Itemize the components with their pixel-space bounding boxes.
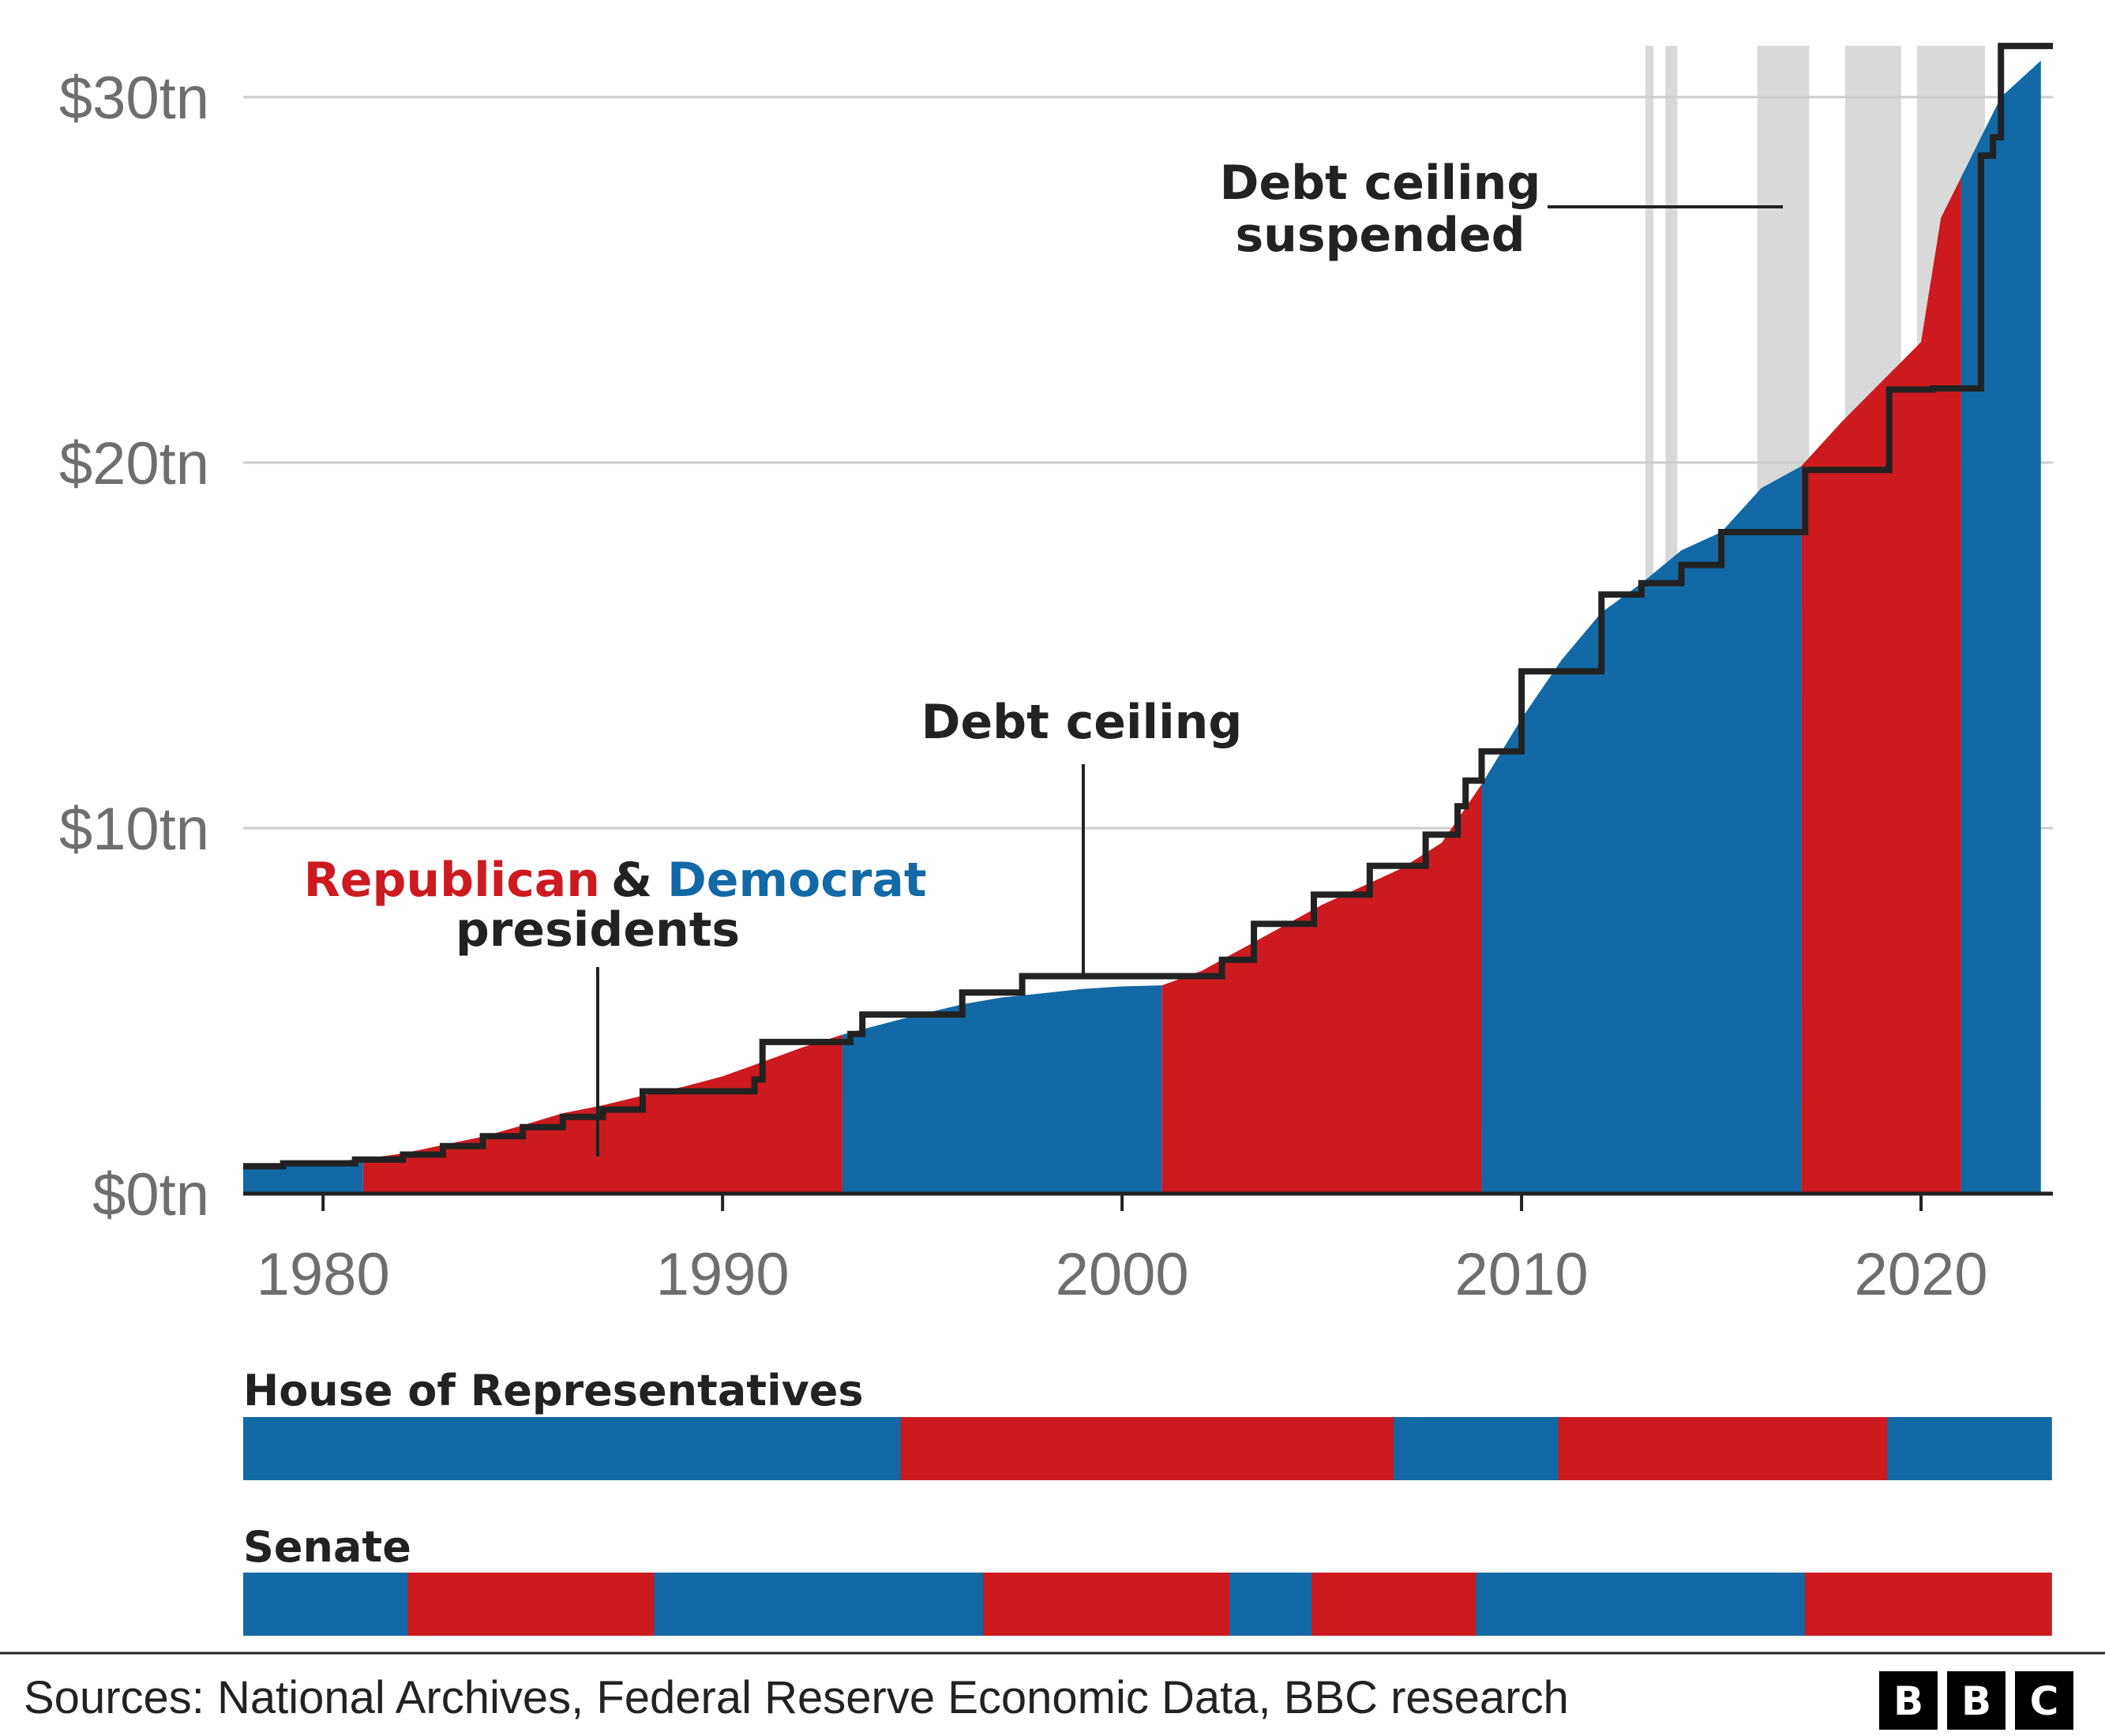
- senate-segment-4: [572, 1573, 655, 1636]
- x-tick-label-1990: 1990: [656, 1241, 790, 1308]
- house-segment-3: [490, 1417, 573, 1480]
- presidency-area-2: [842, 985, 1162, 1194]
- house-segment-11: [1147, 1417, 1230, 1480]
- y-tick-label-20: $20tn: [59, 430, 209, 497]
- house-segment-12: [1229, 1417, 1312, 1480]
- senate-segment-9: [982, 1573, 1066, 1636]
- senate-segment-13: [1311, 1573, 1395, 1636]
- house-segment-4: [572, 1417, 655, 1480]
- house-segment-13: [1311, 1417, 1395, 1480]
- house-segment-8: [900, 1417, 984, 1480]
- house-segment-9: [982, 1417, 1066, 1480]
- senate-segment-3: [490, 1573, 573, 1636]
- senate-segment-17: [1640, 1573, 1724, 1636]
- presidents-label: presidents: [456, 902, 740, 958]
- debt-ceiling-annotation: Debt ceiling: [921, 695, 1243, 977]
- democrat-label: Democrat: [667, 853, 927, 908]
- senate-segment-21: [1968, 1573, 2052, 1636]
- source-text: Sources: National Archives, Federal Rese…: [24, 1672, 1569, 1723]
- y-tick-label-10: $10tn: [59, 796, 209, 863]
- presidents-annotation: Republican & Democrat presidents: [304, 853, 927, 1157]
- x-tick-label-2000: 2000: [1056, 1241, 1189, 1308]
- senate-segment-16: [1558, 1573, 1642, 1636]
- suspended-label-line1: Debt ceiling: [1220, 156, 1541, 211]
- house-segment-14: [1394, 1417, 1477, 1480]
- senate-label: Senate: [243, 1522, 411, 1572]
- house-segment-18: [1722, 1417, 1806, 1480]
- senate-segment-1: [325, 1573, 408, 1636]
- house-segment-21: [1968, 1417, 2052, 1480]
- house-segment-16: [1558, 1417, 1642, 1480]
- suspended-label-line2: suspended: [1235, 208, 1525, 263]
- bbc-logo-letter-2: B: [1961, 1678, 1991, 1724]
- senate-segment-0: [243, 1573, 326, 1636]
- senate-segment-14: [1394, 1573, 1477, 1636]
- house-segment-17: [1640, 1417, 1724, 1480]
- house-label: House of Representatives: [243, 1366, 864, 1415]
- senate-segment-5: [654, 1573, 737, 1636]
- senate-segment-15: [1476, 1573, 1559, 1636]
- senate-segment-12: [1229, 1573, 1312, 1636]
- bbc-logo-box-1: [1879, 1671, 1938, 1730]
- senate-segment-6: [736, 1573, 820, 1636]
- x-tick-label-1980: 1980: [257, 1241, 390, 1308]
- house-segment-1: [325, 1417, 408, 1480]
- house-strip: [243, 1417, 2052, 1480]
- bbc-logo-box-2: [1947, 1671, 2006, 1730]
- republican-label: Republican: [304, 853, 600, 908]
- senate-segment-18: [1722, 1573, 1806, 1636]
- suspended-annotation: Debt ceiling suspended: [1220, 156, 1783, 263]
- senate-segment-11: [1147, 1573, 1230, 1636]
- debt-ceiling-path: [242, 43, 2053, 1170]
- house-segment-10: [1064, 1417, 1148, 1480]
- house-segment-7: [818, 1417, 902, 1480]
- house-segment-19: [1804, 1417, 1888, 1480]
- senate-segment-10: [1064, 1573, 1148, 1636]
- presidency-area-6: [1961, 60, 2041, 1194]
- presidency-area-5: [1801, 177, 1961, 1194]
- house-segment-5: [654, 1417, 737, 1480]
- senate-segment-20: [1886, 1573, 1970, 1636]
- y-tick-label-0: $0tn: [92, 1161, 209, 1228]
- house-segment-20: [1886, 1417, 1970, 1480]
- house-segment-2: [407, 1417, 491, 1480]
- house-segment-6: [736, 1417, 820, 1480]
- presidency-area-3: [1161, 784, 1482, 1194]
- y-tick-labels: $0tn $10tn $20tn $30tn: [59, 65, 209, 1228]
- debt-ceiling-line: [242, 43, 2053, 1170]
- senate-segment-7: [818, 1573, 902, 1636]
- bbc-logo-box-3: [2015, 1671, 2073, 1730]
- x-tick-label-2010: 2010: [1455, 1241, 1589, 1308]
- house-segment-15: [1476, 1417, 1559, 1480]
- y-tick-label-30: $30tn: [59, 65, 209, 132]
- ampersand-label: &: [611, 853, 652, 908]
- bbc-logo: B B C: [1879, 1671, 2073, 1730]
- senate-segment-19: [1804, 1573, 1888, 1636]
- bbc-logo-letter-3: C: [2030, 1678, 2059, 1724]
- senate-segment-8: [900, 1573, 984, 1636]
- x-tick-label-2020: 2020: [1854, 1241, 1987, 1308]
- senate-segment-2: [407, 1573, 491, 1636]
- debt-ceiling-label: Debt ceiling: [921, 695, 1243, 750]
- presidency-area-4: [1481, 466, 1802, 1194]
- bbc-logo-letter-1: B: [1893, 1678, 1923, 1724]
- house-segment-0: [243, 1417, 326, 1480]
- x-tick-labels: 1980 1990 2000 2010 2020: [257, 1194, 1988, 1308]
- senate-strip: [243, 1573, 2052, 1636]
